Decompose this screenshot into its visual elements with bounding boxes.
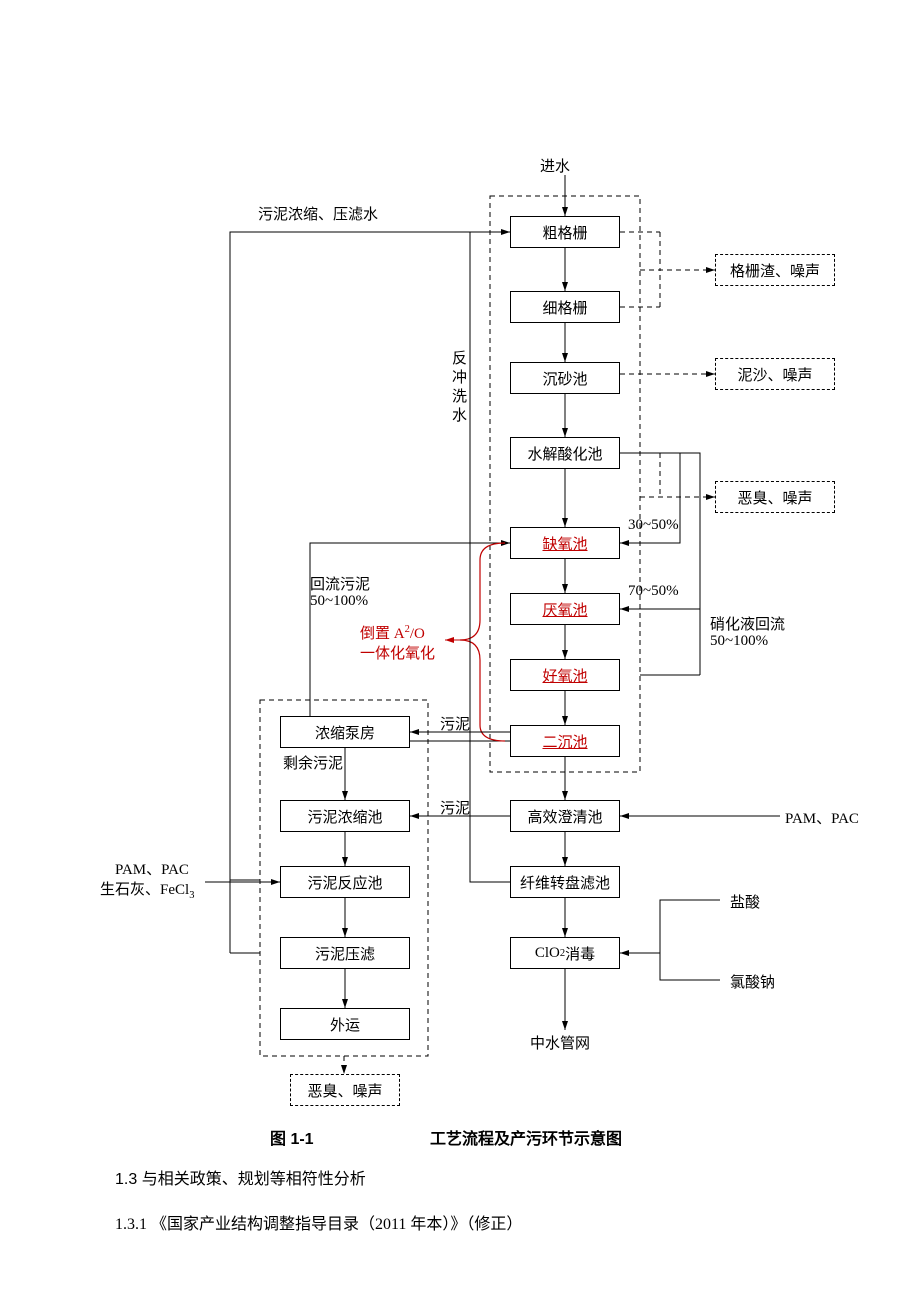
label-nitrate-recycle-pct: 50~100% — [710, 633, 768, 650]
node-secondary-sed: 二沉池 — [510, 725, 620, 757]
node-clarifier: 高效澄清池 — [510, 800, 620, 832]
node-aerobic: 好氧池 — [510, 659, 620, 691]
label-return-sludge: 回流污泥 — [310, 573, 370, 594]
label-excess-sludge: 剩余污泥 — [283, 752, 343, 773]
diagram-svg — [0, 0, 920, 1302]
side-odor-noise: 恶臭、噪声 — [715, 481, 835, 513]
section-1-3: 1.3 与相关政策、规划等相符性分析 — [115, 1165, 366, 1189]
label-lime-fecl3: 生石灰、FeCl3 — [100, 878, 194, 901]
label-filtrate-return: 污泥浓缩、压滤水 — [258, 203, 378, 224]
node-pump-house: 浓缩泵房 — [280, 716, 410, 748]
node-fiber-filter: 纤维转盘滤池 — [510, 866, 620, 898]
label-backwash: 反冲洗水 — [448, 350, 469, 426]
label-naclo3: 氯酸钠 — [730, 971, 775, 992]
label-pct-30-50: 30~50% — [628, 517, 679, 534]
side-sand-noise: 泥沙、噪声 — [715, 358, 835, 390]
node-anoxic: 缺氧池 — [510, 527, 620, 559]
label-outlet: 中水管网 — [530, 1032, 590, 1053]
label-a2o-2: 一体化氧化 — [360, 642, 435, 663]
node-sludge-thicken: 污泥浓缩池 — [280, 800, 410, 832]
label-nitrate-recycle: 硝化液回流 — [710, 613, 785, 634]
label-a2o-1: 倒置 A2/O — [360, 622, 425, 643]
label-sludge-2: 污泥 — [440, 797, 470, 818]
side-grit-noise: 格栅渣、噪声 — [715, 254, 835, 286]
node-anaerobic: 厌氧池 — [510, 593, 620, 625]
label-pam-pac-1: PAM、PAC — [785, 807, 859, 828]
figure-title: 工艺流程及产污环节示意图 — [430, 1125, 622, 1149]
label-pam-pac-2: PAM、PAC — [115, 858, 189, 879]
label-pct-70-50: 70~50% — [628, 583, 679, 600]
node-transport: 外运 — [280, 1008, 410, 1040]
node-fine-screen: 细格栅 — [510, 291, 620, 323]
node-coarse-screen: 粗格栅 — [510, 216, 620, 248]
label-inlet: 进水 — [540, 155, 570, 176]
section-1-3-1: 1.3.1 《国家产业结构调整指导目录（2011 年本）》（修正） — [115, 1210, 522, 1234]
node-hydrolysis: 水解酸化池 — [510, 437, 620, 469]
figure-number: 图 1-1 — [270, 1125, 314, 1149]
label-return-sludge-pct: 50~100% — [310, 593, 368, 610]
node-grit: 沉砂池 — [510, 362, 620, 394]
node-sludge-react: 污泥反应池 — [280, 866, 410, 898]
node-clo2: ClO2 消毒 — [510, 937, 620, 969]
label-hcl: 盐酸 — [730, 891, 760, 912]
node-sludge-press: 污泥压滤 — [280, 937, 410, 969]
label-sludge-1: 污泥 — [440, 713, 470, 734]
side-odor-noise-2: 恶臭、噪声 — [290, 1074, 400, 1106]
